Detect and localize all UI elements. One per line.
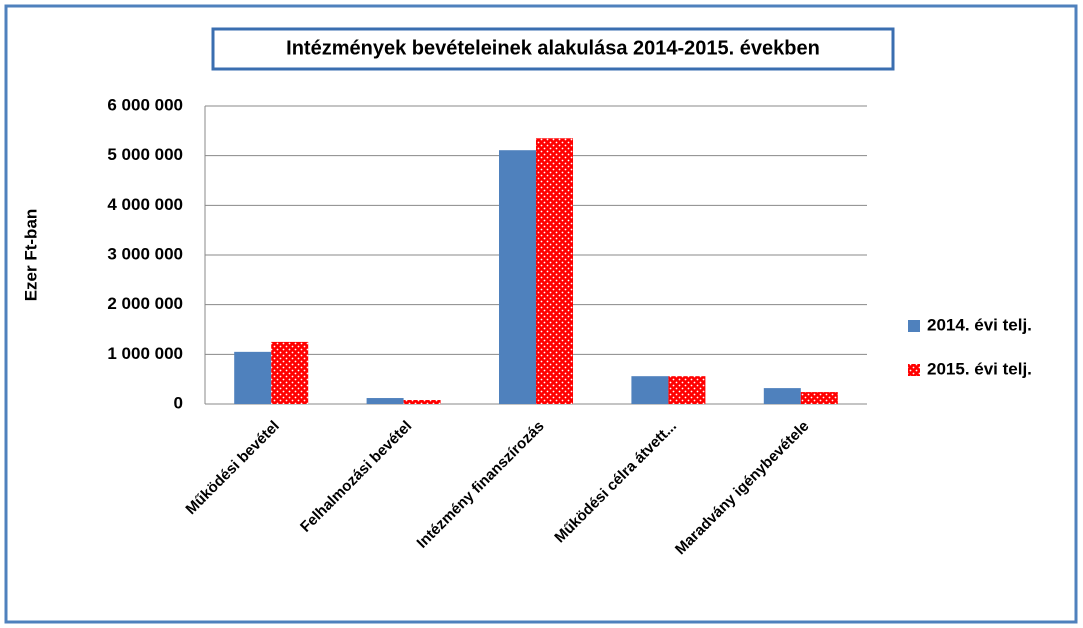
legend-swatch <box>908 364 920 376</box>
bar <box>763 388 801 404</box>
bar <box>366 398 404 404</box>
bar <box>403 400 441 404</box>
bar <box>234 351 272 404</box>
y-tick-label: 3 000 000 <box>107 244 183 263</box>
bar <box>800 392 838 404</box>
chart-title: Intézmények bevételeinek alakulása 2014-… <box>286 37 820 59</box>
legend-label: 2014. évi telj. <box>927 315 1032 334</box>
y-tick-label: 0 <box>174 393 183 412</box>
legend-label: 2015. évi telj. <box>927 359 1032 378</box>
title-box <box>211 27 895 71</box>
bar <box>536 138 573 405</box>
y-tick-label: 6 000 000 <box>107 95 183 114</box>
y-tick-label: 5 000 000 <box>107 145 183 164</box>
y-axis-label: Ezer Ft-ban <box>21 209 40 302</box>
bar <box>631 376 669 404</box>
bar <box>499 150 536 404</box>
y-tick-label: 1 000 000 <box>107 344 183 363</box>
bar <box>668 376 706 404</box>
legend-swatch <box>908 320 920 332</box>
y-tick-label: 2 000 000 <box>107 294 183 313</box>
bar <box>271 341 309 404</box>
y-tick-label: 4 000 000 <box>107 195 183 214</box>
